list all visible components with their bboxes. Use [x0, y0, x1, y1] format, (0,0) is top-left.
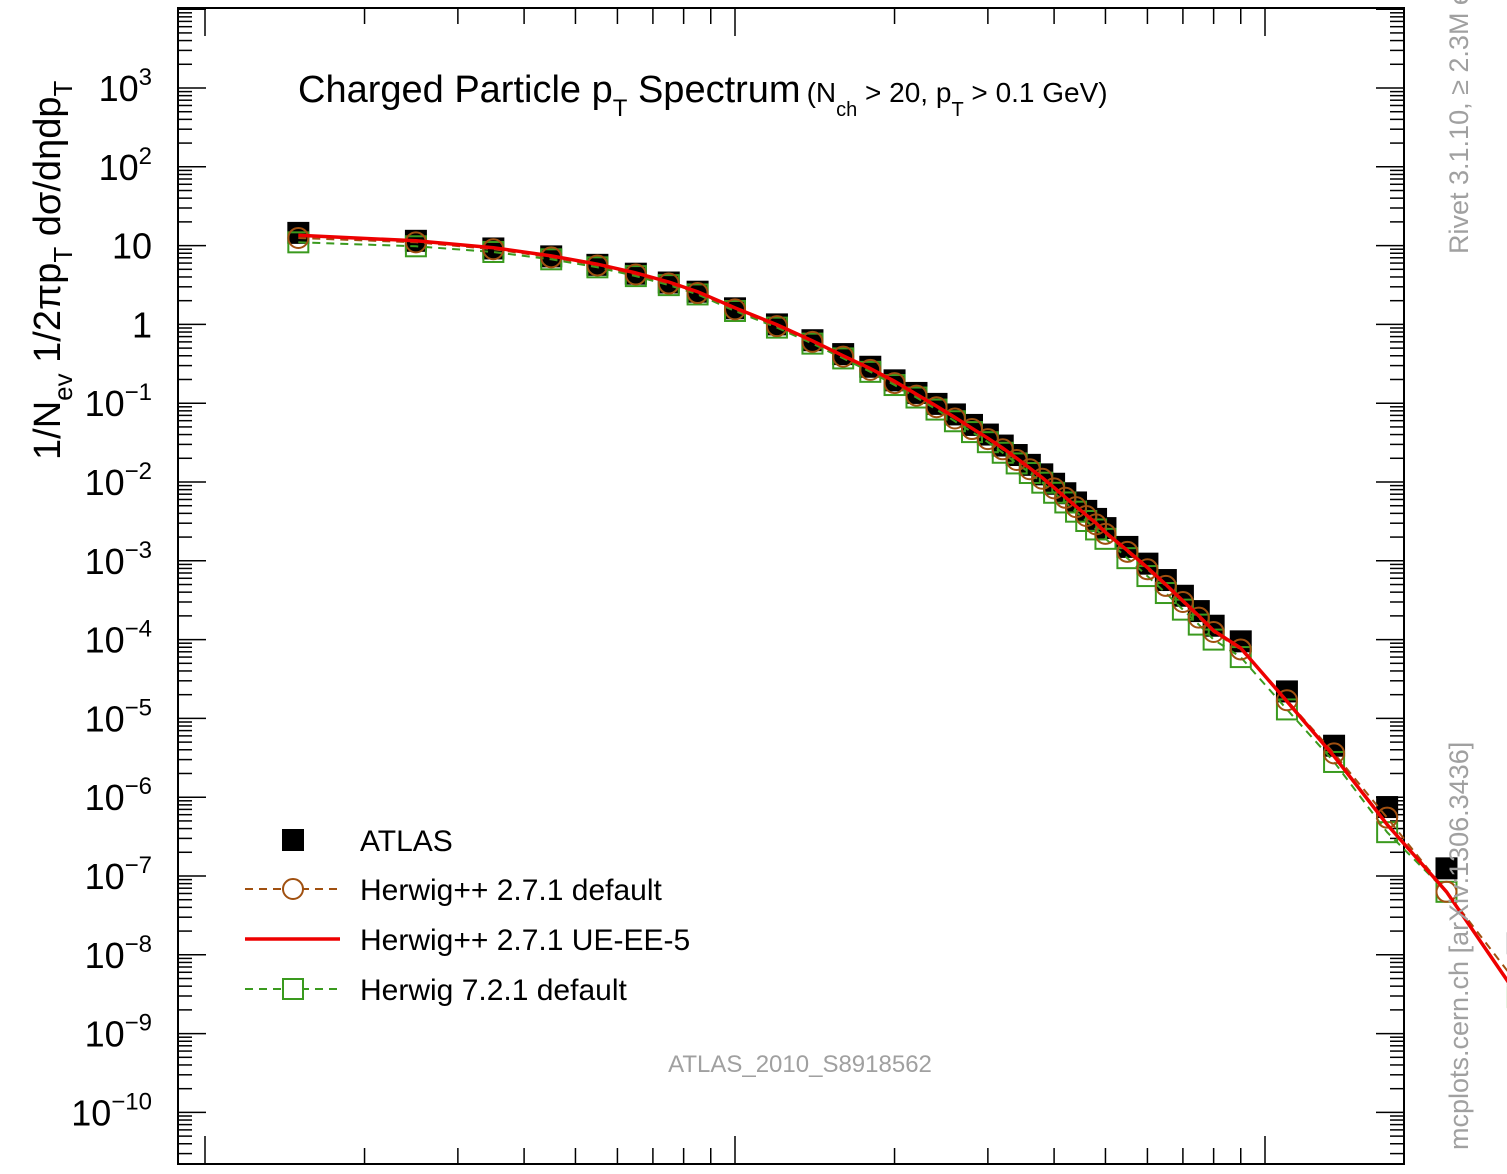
y-tick-label: 1	[132, 304, 152, 345]
herwigpp-default-point	[765, 315, 788, 338]
plot-frame	[177, 7, 1405, 1165]
y-tick-label: 10−10	[71, 1088, 152, 1133]
herwigpp-default-point	[1323, 742, 1346, 765]
herwigpp-default-point	[1187, 606, 1210, 629]
herwigpp-default-point	[1094, 522, 1117, 545]
herwigpp-default-point	[976, 428, 999, 451]
y-tick-label: 10−1	[85, 379, 152, 424]
legend-herwig7-marker	[282, 978, 304, 1000]
legend-atlas-label: ATLAS	[360, 825, 453, 858]
herwigpp-default-point	[960, 418, 983, 441]
herwigpp-ueee5-line	[298, 233, 1507, 984]
y-tick-label: 10−6	[85, 773, 152, 818]
series-group	[287, 221, 1507, 1009]
y-tick-label: 10	[112, 226, 152, 267]
legend-herwig7-label: Herwig 7.2.1 default	[360, 974, 627, 1007]
mcplots-credit-label: mcplots.cern.ch [arXiv:1306.3436]	[1444, 742, 1474, 1150]
herwigpp-default-point	[883, 372, 906, 395]
atlas-data-point	[1116, 535, 1139, 558]
herwigpp-default-point	[1136, 558, 1159, 581]
herwigpp-default-line	[298, 237, 1507, 972]
y-tick-label: 10−3	[85, 537, 152, 582]
herwigpp-default-point	[287, 226, 310, 249]
rivet-version-label: Rivet 3.1.10, ≥ 2.3M events	[1444, 0, 1474, 254]
herwigpp-default-point	[943, 407, 966, 430]
herwigpp-default-point	[991, 438, 1014, 461]
analysis-id-label: ATLAS_2010_S8918562	[668, 1051, 932, 1078]
y-tick-label: 10−8	[85, 931, 152, 976]
plot-frame-group: 10−10 10−9 10−8 10−7 10−6 10−5 10−4 10−3 10−2 10−…	[71, 7, 1405, 1165]
herwigpp-default-point	[801, 330, 824, 353]
atlas-data-point	[1136, 552, 1159, 575]
herwigpp-default-point	[1171, 591, 1194, 614]
legend-herwigpp-default-marker	[282, 878, 304, 900]
herwigpp-default-point	[686, 282, 709, 305]
atlas-data-point	[1154, 569, 1177, 592]
y-tick-label: 10−9	[85, 1010, 152, 1055]
legend-atlas-marker	[282, 829, 304, 851]
herwigpp-default-point	[1275, 689, 1298, 712]
legend-herwigpp-default-label: Herwig++ 2.7.1 default	[360, 874, 663, 907]
herwigpp-default-point	[905, 384, 928, 407]
herwigpp-default-point	[1376, 806, 1399, 829]
herwigpp-default-point	[1229, 638, 1252, 661]
y-tick-label: 10−7	[85, 852, 152, 897]
herwigpp-default-point	[1116, 540, 1139, 563]
herwig7-point	[1323, 750, 1346, 773]
herwigpp-default-point	[1435, 880, 1458, 903]
y-tick-label: 103	[99, 64, 152, 109]
y-tick-label: 10−5	[85, 694, 152, 739]
herwigpp-default-point	[859, 358, 882, 381]
y-axis-label: 1/Nev 1/2πpT dσ/dηdpT	[27, 81, 78, 460]
herwigpp-default-point	[1154, 574, 1177, 597]
y-tick-label: 10−2	[85, 458, 152, 503]
atlas-data-point	[1435, 857, 1458, 880]
chart-title: Charged Particle pT Spectrum (Nch > 20, p…	[298, 69, 1108, 122]
herwigpp-default-point	[832, 345, 855, 368]
legend-herwigpp-ueee5-label: Herwig++ 2.7.1 UE-EE-5	[360, 924, 690, 957]
legend: ATLAS Herwig++ 2.7.1 default Herwig++ 2.7.…	[245, 825, 690, 1007]
herwigpp-default-point	[724, 298, 746, 321]
y-tick-label: 10−4	[85, 616, 152, 661]
herwigpp-default-point	[925, 396, 948, 419]
y-tick-label: 102	[99, 143, 152, 188]
herwigpp-default-point	[1202, 620, 1225, 643]
